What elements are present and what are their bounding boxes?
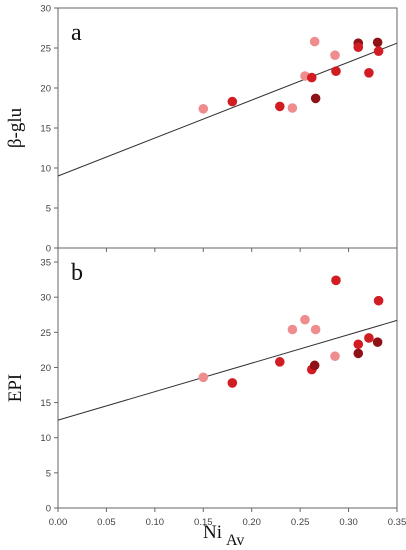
x-axis-title-subscript: Av [226, 532, 244, 549]
data-point [287, 324, 298, 335]
data-point [373, 295, 384, 306]
data-point [364, 333, 374, 343]
x-tick-label: 0.35 [388, 517, 406, 528]
data-point [309, 360, 320, 371]
data-point [287, 103, 298, 113]
y-tick-label: 25 [40, 328, 51, 339]
y-tick-label: 30 [40, 4, 51, 15]
data-point [198, 372, 209, 383]
y-tick-label: 5 [46, 468, 51, 479]
data-point [227, 96, 238, 107]
y-tick-label: 0 [46, 504, 51, 515]
data-point [331, 275, 341, 286]
y-tick-label: 35 [40, 258, 51, 269]
y-tick-label: 15 [40, 124, 51, 135]
y-tick-label: 20 [40, 84, 51, 95]
panel-a: 0 5 10 15 20 25 30 a [40, 4, 398, 255]
x-tick-label: 0.15 [194, 517, 213, 528]
y-axis-title-a: β-glu [5, 107, 26, 148]
data-point [330, 351, 340, 362]
data-point [300, 314, 310, 325]
data-point [353, 42, 364, 52]
data-point [331, 66, 341, 76]
y-tick-label: 5 [46, 204, 51, 215]
panel-label: b [71, 260, 83, 286]
data-point [309, 36, 320, 47]
data-point [310, 324, 321, 335]
data-point [372, 37, 383, 48]
data-point [353, 348, 364, 359]
plot-frame [57, 247, 398, 509]
data-point [227, 378, 238, 388]
plot-frame [57, 7, 398, 249]
y-tick-label: 20 [40, 363, 51, 374]
data-point [372, 337, 383, 347]
x-tick-label: 0.05 [97, 517, 116, 528]
data-point [373, 46, 384, 56]
y-tick-label: 10 [40, 164, 51, 175]
x-tick-label: 0.30 [339, 517, 358, 528]
x-tick-label: 0.25 [291, 517, 310, 528]
panel-label: a [71, 20, 82, 46]
y-tick-label: 10 [40, 433, 51, 444]
data-point [198, 104, 209, 114]
y-axis-title-b: EPI [5, 374, 26, 403]
y-tick-label: 25 [40, 44, 51, 55]
data-point [310, 93, 321, 104]
data-point [275, 357, 285, 367]
y-tick-label: 0 [46, 244, 51, 255]
regression-line [57, 319, 398, 421]
data-point [275, 101, 285, 112]
regression-line [57, 42, 398, 177]
x-tick-label: 0.00 [49, 517, 68, 528]
panel-b: 0 5 10 15 20 25 30 35 0.00 0.05 0.10 0.15 0.20 0.25 0.… [40, 247, 406, 528]
y-tick-label: 15 [40, 398, 51, 409]
data-point [306, 72, 317, 83]
data-point [364, 68, 374, 78]
y-tick-label: 30 [40, 293, 51, 304]
x-tick-label: 0.20 [242, 517, 261, 528]
x-axis-title: Ni [203, 522, 222, 543]
data-point [330, 50, 340, 60]
data-point [353, 339, 364, 350]
x-tick-label: 0.10 [146, 517, 165, 528]
